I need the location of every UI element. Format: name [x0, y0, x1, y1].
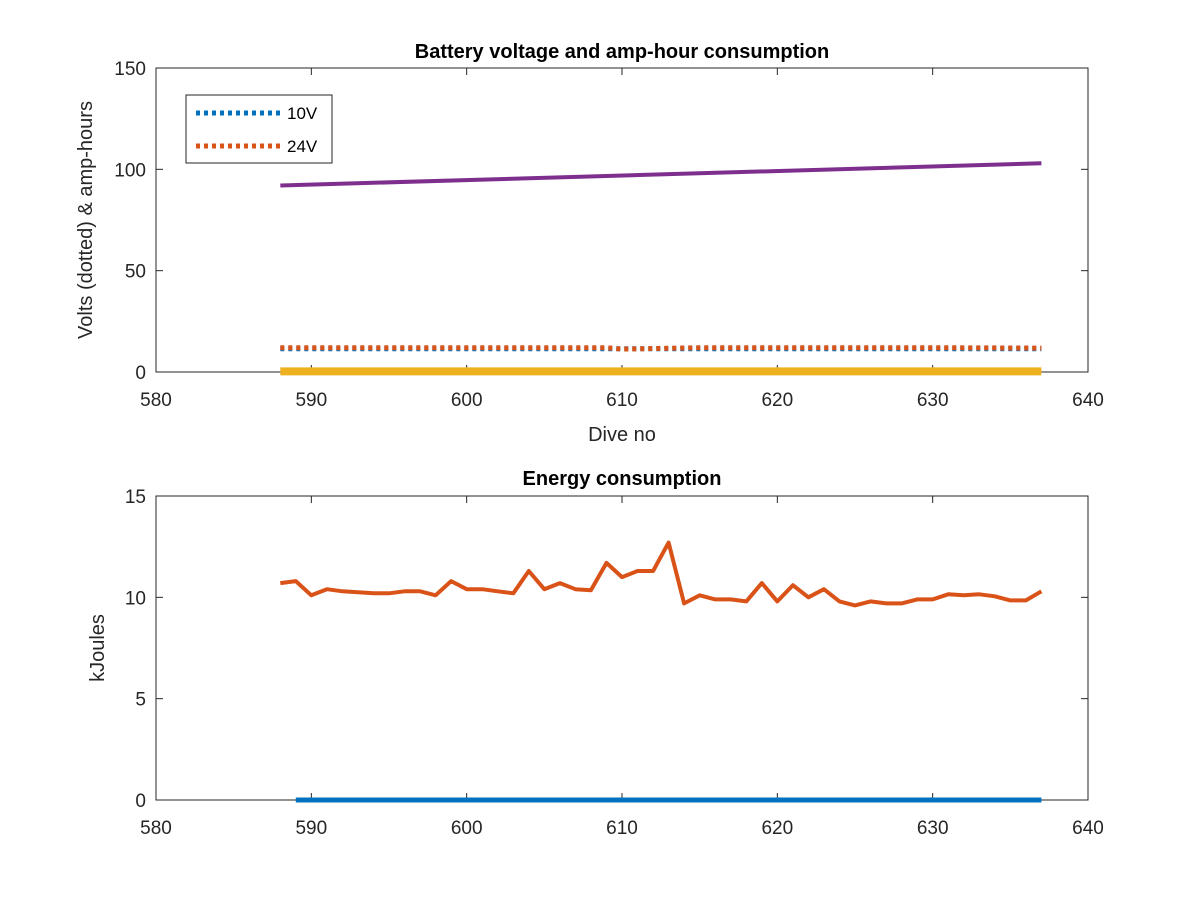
series-line-24v — [280, 345, 1042, 352]
x-tick-label: 620 — [761, 390, 793, 411]
chart-title: Energy consumption — [523, 468, 722, 490]
series-line-3 — [280, 161, 1042, 188]
y-tick-label: 10 — [125, 588, 146, 609]
y-tick-label: 15 — [125, 487, 146, 508]
x-tick-label: 590 — [295, 390, 327, 411]
chart-title: Battery voltage and amp-hour consumption — [415, 41, 829, 63]
x-tick-label: 580 — [140, 390, 172, 411]
plot-area: 580 590 600 610 620 630 640 0 5 10 15 — [125, 487, 1104, 839]
x-tick-label: 630 — [917, 390, 949, 411]
y-tick-label: 150 — [114, 59, 146, 80]
y-axis-label: Volts (dotted) & amp-hours — [75, 101, 97, 339]
y-tick-label: 0 — [135, 791, 146, 812]
legend-label-10v: 10V — [287, 104, 318, 123]
voltage-amp-hour-chart: Battery voltage and amp-hour consumption… — [75, 41, 1104, 446]
x-tick-label: 580 — [140, 818, 172, 839]
x-tick-label: 590 — [295, 818, 327, 839]
x-tick-label: 630 — [917, 818, 949, 839]
energy-consumption-chart: Energy consumption kJoules 580 590 600 610 6… — [87, 468, 1104, 839]
legend-label-24v: 24V — [287, 137, 318, 156]
x-axis-label: Dive no — [588, 424, 656, 446]
legend: 10V 24V — [185, 94, 333, 164]
plot-area: 580 590 600 610 620 630 640 0 50 100 150 — [114, 59, 1104, 411]
x-tick-label: 640 — [1072, 390, 1104, 411]
y-tick-label: 5 — [135, 690, 146, 711]
x-tick-label: 610 — [606, 390, 638, 411]
y-tick-label: 100 — [114, 160, 146, 181]
x-tick-label: 600 — [451, 390, 483, 411]
y-tick-label: 0 — [135, 363, 146, 384]
x-tick-label: 640 — [1072, 818, 1104, 839]
x-tick-label: 620 — [761, 818, 793, 839]
series-line-1 — [280, 540, 1043, 608]
y-tick-label: 50 — [125, 262, 146, 283]
y-axis-label: kJoules — [87, 614, 109, 682]
x-tick-label: 610 — [606, 818, 638, 839]
x-tick-label: 600 — [451, 818, 483, 839]
